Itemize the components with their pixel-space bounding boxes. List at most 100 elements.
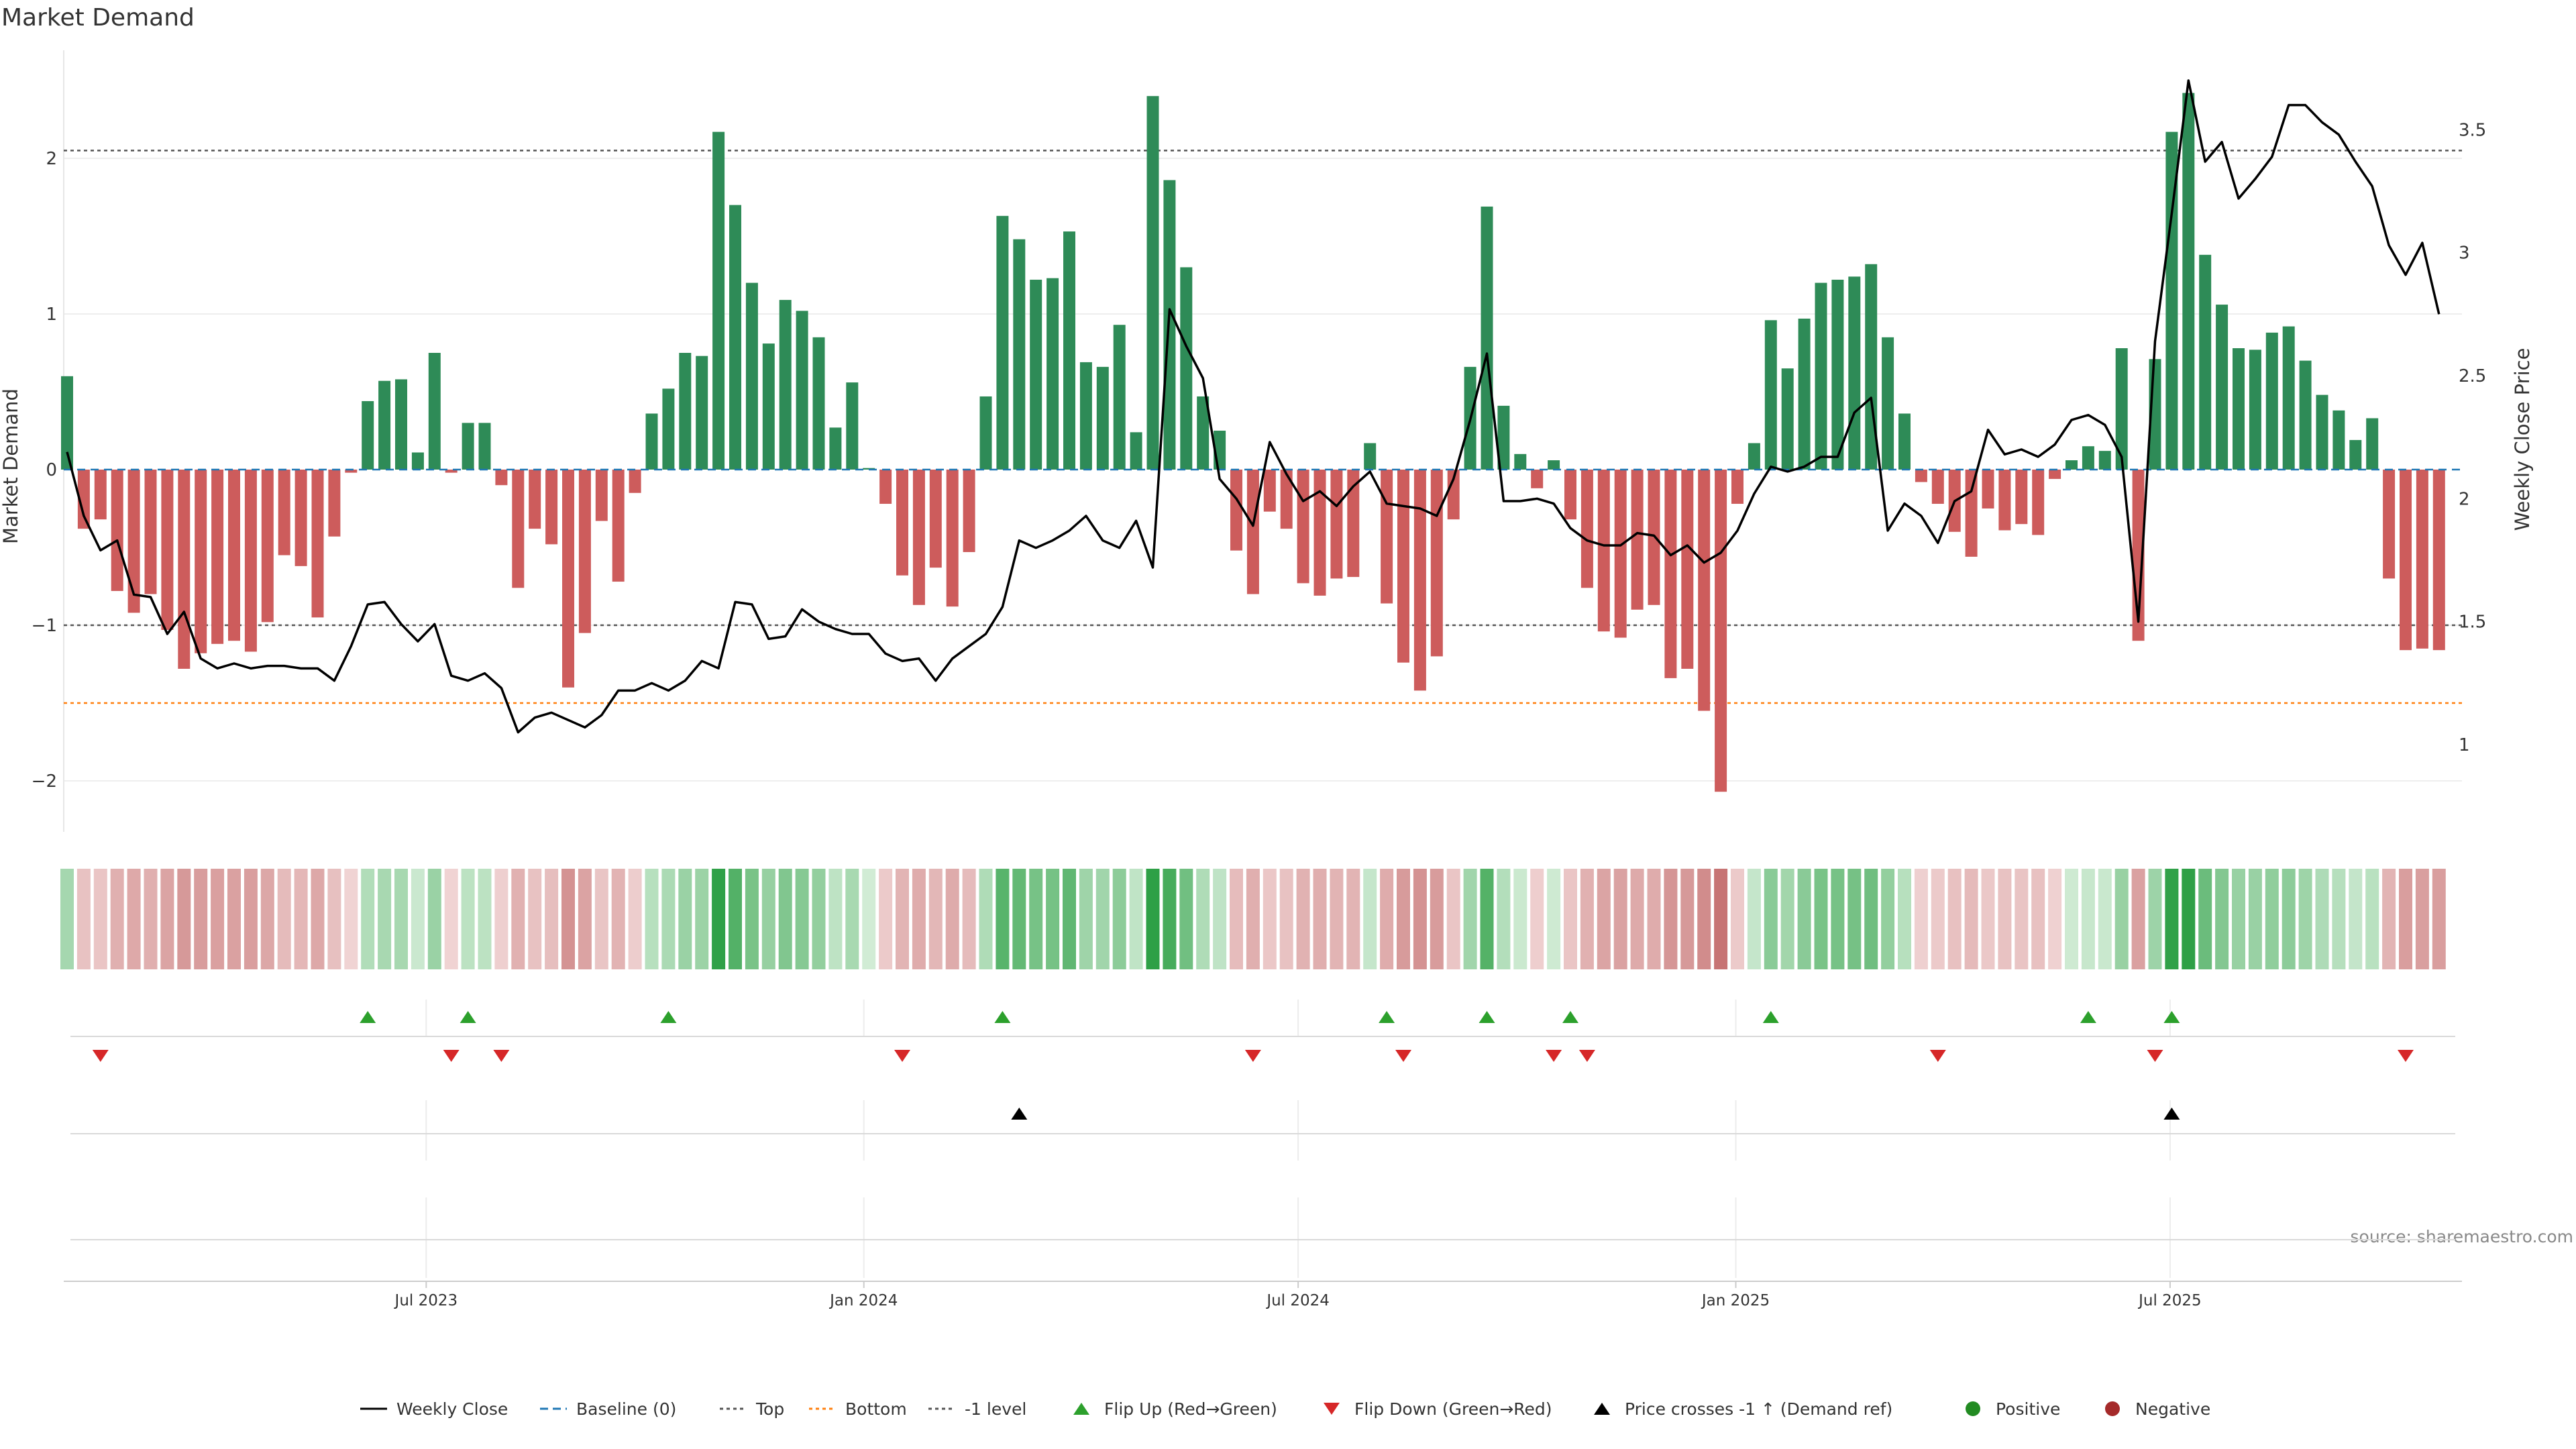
demand-bar [1998, 470, 2011, 531]
demand-bar [1313, 470, 1326, 596]
y2-tick-label: 1 [2459, 735, 2470, 755]
demand-bar [1514, 453, 1527, 470]
x-tick-label: Jul 2025 [2137, 1292, 2202, 1309]
demand-bar [1381, 470, 1393, 604]
heat-cell [427, 869, 441, 969]
heat-cell [394, 869, 408, 969]
demand-bar [1364, 443, 1377, 470]
heat-cell [1363, 869, 1377, 969]
heat-cell [1296, 869, 1310, 969]
demand-bar [1815, 282, 1827, 470]
heat-cell [2432, 869, 2446, 969]
heat-cell [1547, 869, 1561, 969]
demand-bar [879, 470, 892, 504]
heat-cell [2081, 869, 2095, 969]
demand-bar [94, 470, 107, 520]
heat-cell [2282, 869, 2296, 969]
heat-cell [1564, 869, 1577, 969]
legend-swatch [2105, 1401, 2120, 1416]
x-tick-label: Jul 2023 [394, 1292, 458, 1309]
heat-cell [2114, 869, 2129, 969]
legend-label: Bottom [845, 1399, 907, 1419]
heat-cell [2198, 869, 2212, 969]
demand-bar [846, 382, 859, 470]
demand-bar [1447, 470, 1460, 520]
heat-cell [1998, 869, 2012, 969]
demand-bar [2265, 332, 2278, 470]
demand-bar [2065, 460, 2078, 470]
demand-bar [812, 337, 825, 470]
heat-cell [578, 869, 592, 969]
demand-bar [2182, 93, 2195, 470]
demand-bar [1096, 366, 1109, 470]
demand-bar [261, 470, 274, 623]
heat-cell [712, 869, 726, 969]
heat-cell [378, 869, 392, 969]
heat-cell [511, 869, 525, 969]
heat-cell [1797, 869, 1811, 969]
demand-bar [2416, 470, 2428, 649]
heat-cell [160, 869, 174, 969]
demand-bar [612, 470, 625, 582]
heat-cell [1163, 869, 1177, 969]
heat-cell [1931, 869, 1945, 969]
demand-bar [1848, 276, 1861, 470]
demand-bar [2115, 348, 2128, 470]
heat-cell [311, 869, 325, 969]
heat-cell [2015, 869, 2029, 969]
demand-bar [1564, 470, 1576, 520]
heat-cell [1747, 869, 1761, 969]
demand-bar [345, 470, 358, 473]
flip-down-marker [2398, 1050, 2414, 1062]
heat-cell [110, 869, 124, 969]
heat-cell [1630, 869, 1644, 969]
demand-bar [428, 353, 441, 470]
legend-label: Weekly Close [396, 1399, 508, 1419]
demand-bar [2199, 254, 2212, 470]
demand-bar [1430, 470, 1443, 657]
demand-bar [495, 470, 508, 486]
heat-cell [1095, 869, 1110, 969]
heat-cell [1046, 869, 1060, 969]
heat-cell [1764, 869, 1778, 969]
heat-cell [879, 869, 893, 969]
heat-cell [2098, 869, 2112, 969]
legend-label: Flip Up (Red→Green) [1104, 1399, 1277, 1419]
demand-bar [1798, 318, 1811, 470]
demand-bar [1548, 460, 1560, 470]
demand-bar [1531, 470, 1544, 488]
flip-down-marker [1929, 1050, 1946, 1062]
chart-title: Market Demand [1, 4, 195, 32]
heat-cell [1446, 869, 1460, 969]
legend-swatch [1966, 1401, 1980, 1416]
y-tick-label: 0 [46, 460, 57, 480]
demand-bar [294, 470, 307, 566]
demand-bar [2366, 418, 2379, 470]
demand-bar [645, 413, 658, 470]
heat-cell [478, 869, 492, 969]
heat-cell [177, 869, 191, 969]
demand-bar [1497, 405, 1510, 470]
heat-cell [2165, 869, 2179, 969]
demand-bar [529, 470, 541, 529]
x-axis: Jul 2023 Jan 2024 Jul 2024 Jan 2025 Jul 2025 [64, 1281, 2462, 1309]
heat-cell [979, 869, 993, 969]
demand-bar [1481, 206, 1493, 470]
demand-bar [2316, 394, 2328, 470]
demand-bar [2165, 131, 2178, 470]
heat-cell [1380, 869, 1394, 969]
demand-bar [2049, 470, 2061, 479]
demand-bar [1230, 470, 1242, 551]
demand-bar [61, 376, 73, 470]
demand-bar [2098, 451, 2111, 470]
heat-cell [2349, 869, 2363, 969]
demand-bar [77, 470, 90, 529]
demand-bar [1748, 443, 1760, 470]
heat-cell [1898, 869, 1911, 969]
heat-cell [996, 869, 1010, 969]
demand-bar [378, 380, 391, 470]
demand-bar [912, 470, 925, 605]
demand-bar [512, 470, 525, 588]
heat-cell [945, 869, 959, 969]
y2-tick-label: 3 [2459, 244, 2470, 264]
